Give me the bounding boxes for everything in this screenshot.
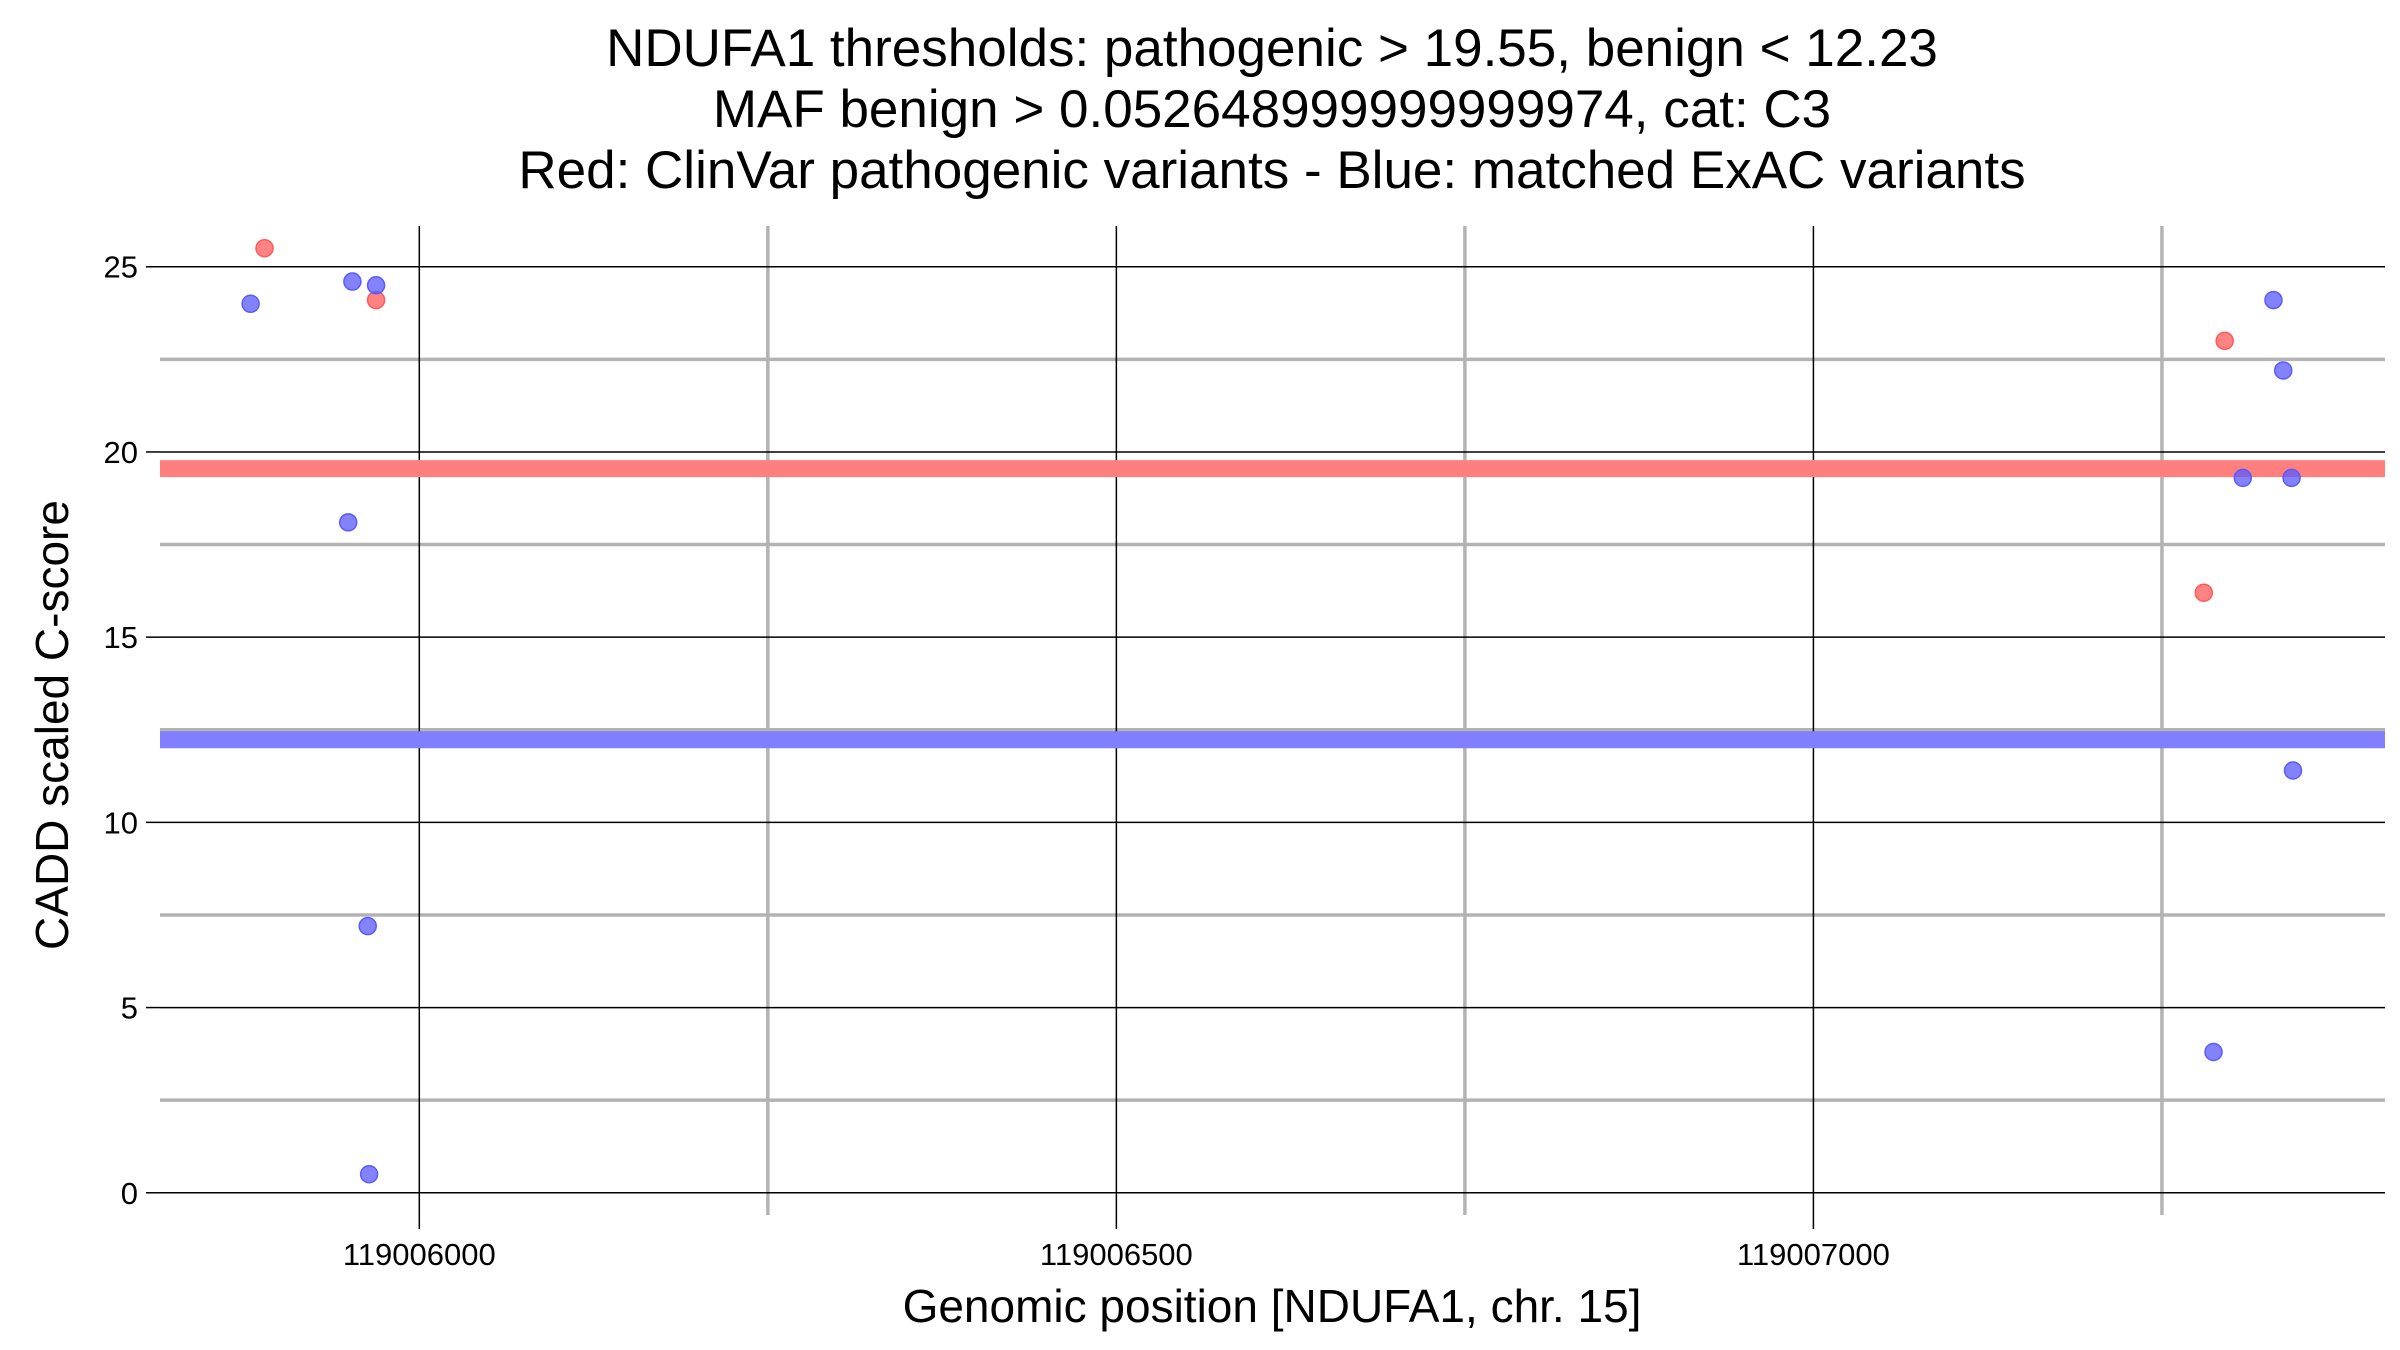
y-tick-label: 10 bbox=[104, 805, 138, 840]
clinvar-pathogenic-point bbox=[255, 238, 274, 258]
y-tick-label: 5 bbox=[121, 991, 138, 1026]
exac-matched-point bbox=[2264, 290, 2283, 310]
x-tick-label: 119006000 bbox=[343, 1237, 496, 1272]
exac-matched-point bbox=[2282, 468, 2301, 488]
clinvar-pathogenic-point bbox=[2194, 583, 2214, 602]
x-tick-label: 119007000 bbox=[1737, 1237, 1890, 1272]
title-line-1: NDUFA1 thresholds: pathogenic > 19.55, b… bbox=[606, 19, 1938, 78]
x-tick-label: 119006500 bbox=[1040, 1237, 1193, 1272]
exac-matched-point bbox=[343, 272, 362, 291]
title-line-2: MAF benign > 0.052648999999999974, cat: … bbox=[713, 80, 1831, 139]
y-tick-label: 15 bbox=[104, 620, 138, 655]
exac-matched-point bbox=[241, 294, 260, 314]
axis-ticks: 0 5 10 15 20 25 119006000 119006500 119007000 bbox=[104, 250, 1890, 1272]
y-tick-label: 0 bbox=[121, 1176, 138, 1211]
y-tick-label: 20 bbox=[104, 435, 138, 470]
exac-matched-point bbox=[2204, 1042, 2223, 1062]
x-axis-title: Genomic position [NDUFA1, chr. 15] bbox=[903, 1280, 1642, 1332]
clinvar-pathogenic-point bbox=[2215, 331, 2234, 351]
exac-matched-point bbox=[359, 1165, 379, 1184]
exac-matched-point bbox=[2233, 468, 2253, 488]
exac-matched-point bbox=[2273, 361, 2293, 380]
data-points bbox=[241, 238, 2303, 1184]
y-axis-title: CADD scaled C-score bbox=[26, 500, 78, 950]
exac-matched-point bbox=[2283, 761, 2303, 780]
exac-matched-point bbox=[366, 276, 386, 295]
exac-matched-point bbox=[358, 916, 377, 936]
title-line-3: Red: ClinVar pathogenic variants - Blue:… bbox=[518, 141, 2025, 200]
grid bbox=[160, 226, 2385, 1215]
chart-title: NDUFA1 thresholds: pathogenic > 19.55, b… bbox=[518, 19, 2025, 200]
y-tick-label: 25 bbox=[104, 250, 138, 285]
threshold-bands bbox=[160, 460, 2385, 749]
exac-matched-point bbox=[338, 513, 358, 532]
